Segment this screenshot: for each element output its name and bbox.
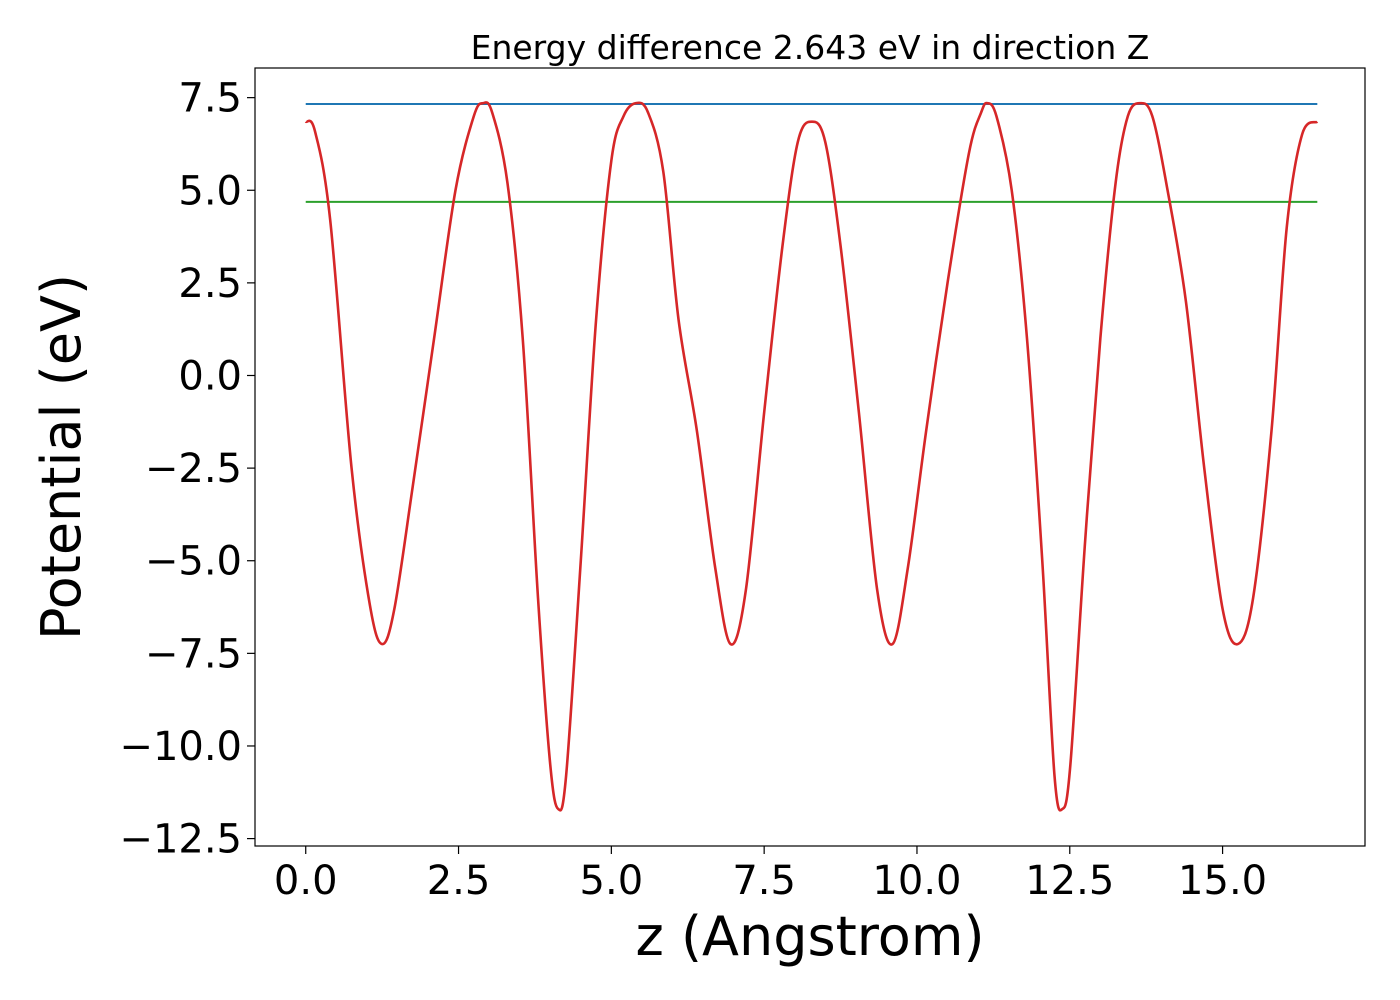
y-axis-label: Potential (eV) xyxy=(30,274,93,640)
y-tick-label: 0.0 xyxy=(178,353,242,399)
series-line-0 xyxy=(304,101,1319,812)
x-tick-label: 10.0 xyxy=(872,858,961,904)
y-tick-label: −5.0 xyxy=(145,539,242,585)
y-tick-label: −2.5 xyxy=(145,446,242,492)
x-tick-label: 2.5 xyxy=(427,858,491,904)
y-tick-label: 7.5 xyxy=(178,76,242,122)
ticks-layer: 0.0 2.5 5.0 7.5 10.0 12.5 15.0 7.5 5.0 2.5 0.0 −2.5… xyxy=(119,76,1267,904)
y-tick-label: −12.5 xyxy=(119,817,242,863)
y-tick-label: 5.0 xyxy=(178,168,242,214)
x-tick-label: 5.0 xyxy=(580,858,644,904)
x-tick-label: 0.0 xyxy=(274,858,338,904)
y-tick-label: −7.5 xyxy=(145,631,242,677)
series-layer xyxy=(304,101,1319,812)
plot-area xyxy=(255,68,1365,846)
chart-title: Energy difference 2.643 eV in direction … xyxy=(471,28,1150,67)
y-tick-label: 2.5 xyxy=(178,261,242,307)
x-axis-label: z (Angstrom) xyxy=(635,905,984,968)
x-tick-label: 15.0 xyxy=(1178,858,1267,904)
x-tick-label: 12.5 xyxy=(1025,858,1114,904)
plot-frame xyxy=(254,67,1366,847)
y-tick-label: −10.0 xyxy=(119,724,242,770)
x-tick-label: 7.5 xyxy=(732,858,796,904)
